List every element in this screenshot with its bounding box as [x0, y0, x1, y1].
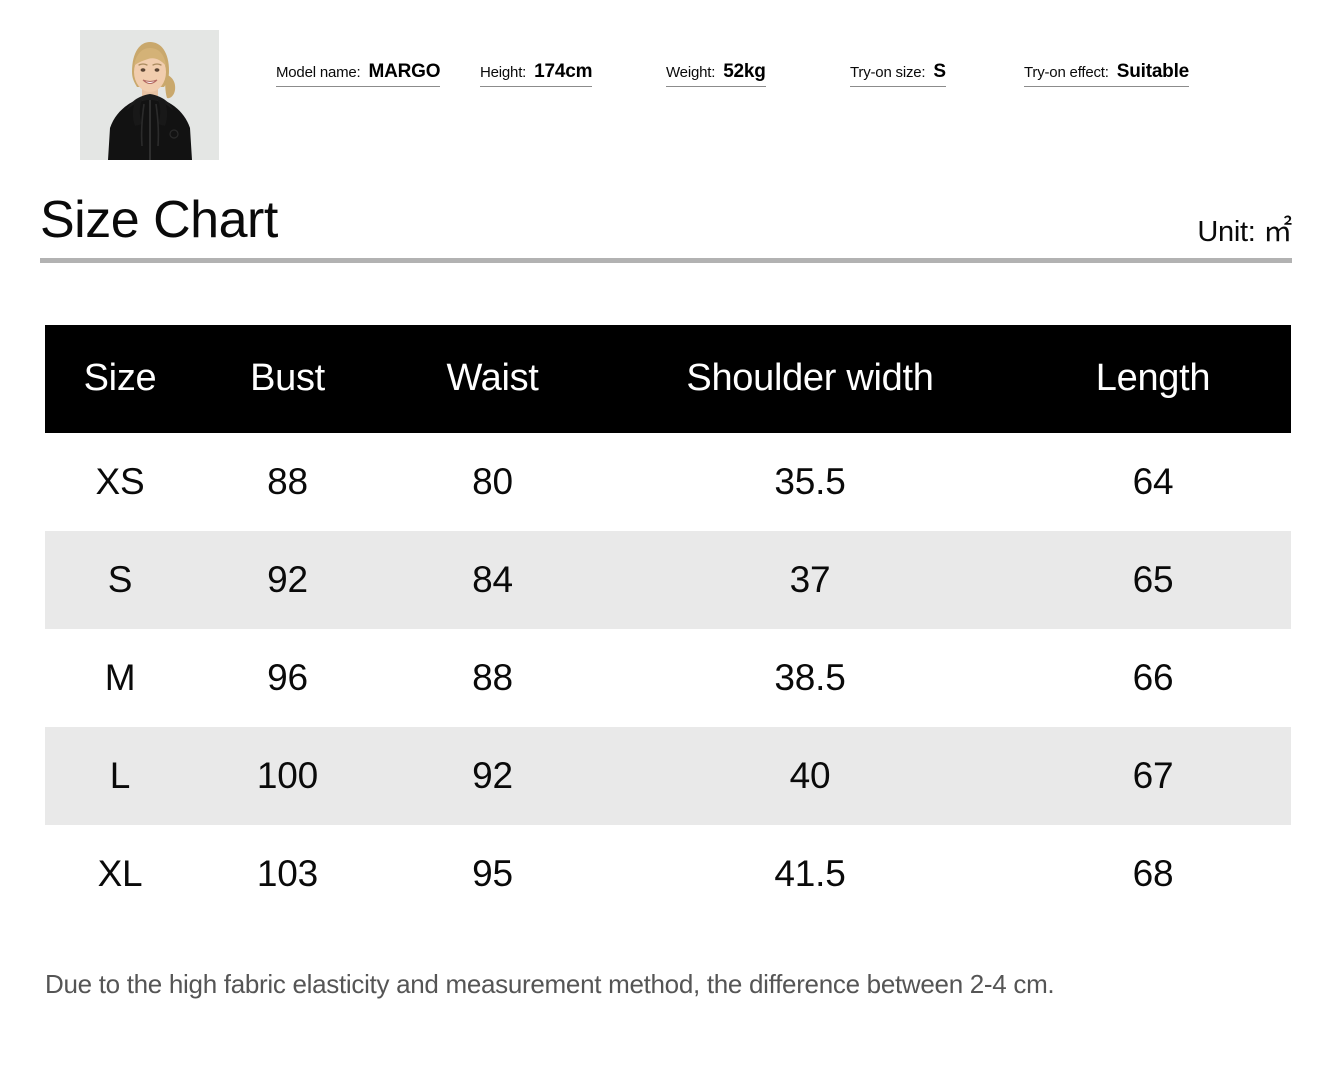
header-cell-shoulder: Shoulder width: [686, 357, 934, 400]
header-cell-size: Size: [83, 357, 157, 400]
header-cell-waist: Waist: [446, 357, 539, 400]
cell-waist: 95: [472, 852, 513, 894]
cell-waist: 88: [472, 656, 513, 698]
cell-length: 68: [1132, 852, 1174, 894]
title-row: Size Chart Unit: ㎡: [40, 190, 1292, 252]
cell-bust: 92: [267, 558, 308, 600]
meta-tryon-size-label: Try-on size:: [850, 64, 926, 81]
cell-bust: 88: [267, 460, 308, 502]
unit-indicator: Unit: ㎡: [1197, 208, 1292, 250]
cell-size: XS: [95, 460, 145, 502]
meta-tryon-effect-value: Suitable: [1116, 61, 1190, 82]
cell-bust: 100: [256, 754, 319, 796]
cell-size: L: [109, 754, 131, 796]
cell-length: 66: [1132, 656, 1174, 698]
meta-tryon-size: Try-on size: S: [850, 62, 946, 87]
model-thumbnail: [80, 30, 219, 160]
meta-height: Height: 174cm: [480, 61, 593, 87]
cell-length: 64: [1132, 460, 1174, 502]
cell-bust: 103: [256, 852, 319, 894]
meta-tryon-effect-label: Try-on effect:: [1024, 64, 1109, 81]
cell-shoulder: 40: [789, 754, 831, 796]
meta-weight: Weight: 52kg: [666, 62, 766, 87]
table-row: L 100 92 40 67: [45, 727, 1291, 825]
cell-shoulder: 38.5: [774, 656, 846, 698]
meta-weight-label: Weight:: [666, 64, 716, 81]
size-table: Size Bust Waist Shoulder width Length XS…: [45, 325, 1291, 923]
table-row: S 92 84 37 65: [45, 531, 1291, 629]
cell-bust: 96: [267, 656, 308, 698]
table-header-row: Size Bust Waist Shoulder width Length: [45, 325, 1291, 433]
cell-shoulder: 35.5: [774, 460, 846, 502]
model-meta-list: Model name: MARGO Height: 174cm Weight: 52k…: [276, 62, 1286, 104]
cell-waist: 84: [472, 558, 513, 600]
model-info-strip: Model name: MARGO Height: 174cm Weight: 52k…: [0, 0, 1340, 175]
table-row: XL 103 95 41.5 68: [45, 825, 1291, 923]
cell-waist: 80: [472, 460, 513, 502]
cell-shoulder: 37: [789, 558, 831, 600]
meta-height-label: Height:: [480, 64, 527, 81]
table-row: M 96 88 38.5 66: [45, 629, 1291, 727]
title-divider: [40, 258, 1292, 263]
cell-waist: 92: [472, 754, 513, 796]
cell-size: M: [104, 656, 136, 698]
meta-model-name: Model name: MARGO: [276, 61, 441, 87]
meta-model-name-value: MARGO: [368, 61, 441, 82]
unit-label-text: Unit:: [1197, 216, 1256, 248]
meta-weight-value: 52kg: [723, 61, 766, 82]
page-title: Size Chart: [40, 191, 278, 249]
unit-value-text: ㎡: [1263, 216, 1292, 248]
meta-height-value: 174cm: [534, 61, 593, 82]
cell-size: XL: [97, 852, 143, 894]
cell-length: 67: [1132, 754, 1174, 796]
cell-size: S: [107, 558, 133, 600]
header-cell-length: Length: [1095, 357, 1211, 400]
cell-shoulder: 41.5: [774, 852, 846, 894]
header-cell-bust: Bust: [250, 357, 325, 400]
disclaimer-note: Due to the high fabric elasticity and me…: [45, 969, 1055, 999]
meta-model-name-label: Model name:: [276, 64, 361, 81]
model-photo-illustration: [80, 30, 219, 160]
meta-tryon-size-value: S: [933, 61, 946, 82]
table-row: XS 88 80 35.5 64: [45, 433, 1291, 531]
meta-tryon-effect: Try-on effect: Suitable: [1024, 62, 1189, 87]
cell-length: 65: [1132, 558, 1174, 600]
